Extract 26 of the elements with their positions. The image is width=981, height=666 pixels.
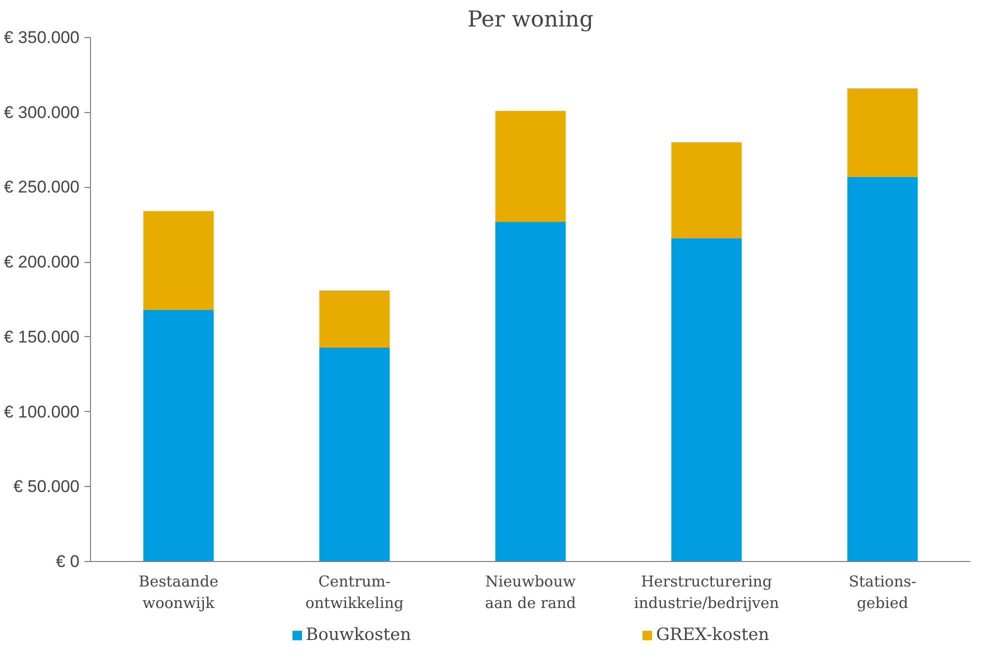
bar bbox=[143, 310, 214, 562]
y-tick-label: € 300.000 bbox=[4, 102, 80, 122]
y-tick-label: € 0 bbox=[56, 552, 80, 571]
bar bbox=[319, 290, 390, 348]
legend-label: Bouwkosten bbox=[306, 625, 412, 645]
y-tick-label: € 150.000 bbox=[4, 327, 80, 346]
chart-title: Per woning bbox=[468, 8, 594, 32]
bar bbox=[671, 238, 742, 562]
bar bbox=[495, 110, 566, 222]
y-tick-label: € 200.000 bbox=[4, 252, 80, 272]
bar bbox=[847, 176, 918, 562]
bar bbox=[495, 222, 566, 562]
y-tick-label: € 350.000 bbox=[4, 28, 80, 47]
bar bbox=[671, 142, 742, 238]
x-tick-label: Stations- gebied bbox=[848, 572, 916, 612]
y-tick-label: € 100.000 bbox=[4, 402, 80, 422]
legend-label: GREX-kosten bbox=[656, 625, 770, 645]
x-tick-label: Centrum- ontwikkeling bbox=[305, 572, 404, 612]
x-tick-label: Herstructurering industrie/bedrijven bbox=[634, 572, 780, 612]
bar bbox=[319, 347, 390, 562]
bar bbox=[847, 88, 918, 177]
x-tick-label: Nieuwbouw aan de rand bbox=[485, 572, 576, 612]
bar bbox=[143, 211, 214, 310]
y-tick-label: € 50.000 bbox=[13, 477, 80, 496]
x-tick-label: Bestaande woonwijk bbox=[138, 572, 218, 612]
y-tick-label: € 250.000 bbox=[4, 178, 80, 197]
